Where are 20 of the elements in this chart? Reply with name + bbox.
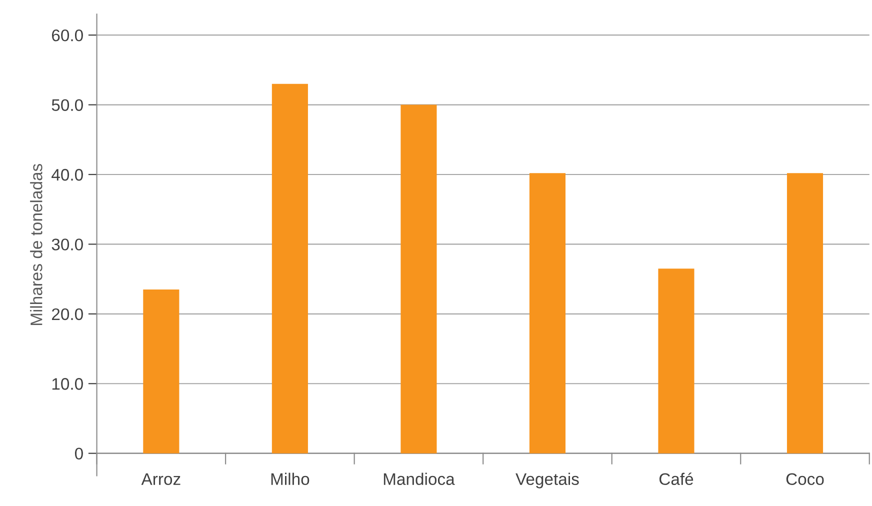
y-tick-label: 40.0 bbox=[52, 168, 83, 181]
x-tick-label: Café bbox=[659, 472, 694, 486]
bar bbox=[143, 290, 180, 454]
y-tick-label: 20.0 bbox=[52, 308, 83, 320]
x-tick-label: Arroz bbox=[141, 473, 180, 486]
y-tick-label: 10.0 bbox=[52, 378, 83, 390]
y-tick-label: 60.0 bbox=[52, 29, 83, 42]
x-tick-label: Mandioca bbox=[384, 472, 455, 486]
bar bbox=[400, 104, 437, 454]
bar bbox=[786, 173, 824, 454]
y-tick-label: 0 bbox=[74, 448, 83, 460]
bar bbox=[529, 173, 566, 454]
y-axis-title: Milhares de toneladas bbox=[30, 164, 42, 326]
x-tick-label: Milho bbox=[271, 472, 310, 486]
bar bbox=[272, 84, 308, 454]
x-tick-label: Coco bbox=[786, 473, 824, 486]
bar bbox=[658, 268, 694, 454]
y-tick-label: 50.0 bbox=[52, 99, 83, 111]
x-tick-label: Vegetais bbox=[516, 472, 579, 488]
y-tick-label: 30.0 bbox=[52, 238, 83, 250]
